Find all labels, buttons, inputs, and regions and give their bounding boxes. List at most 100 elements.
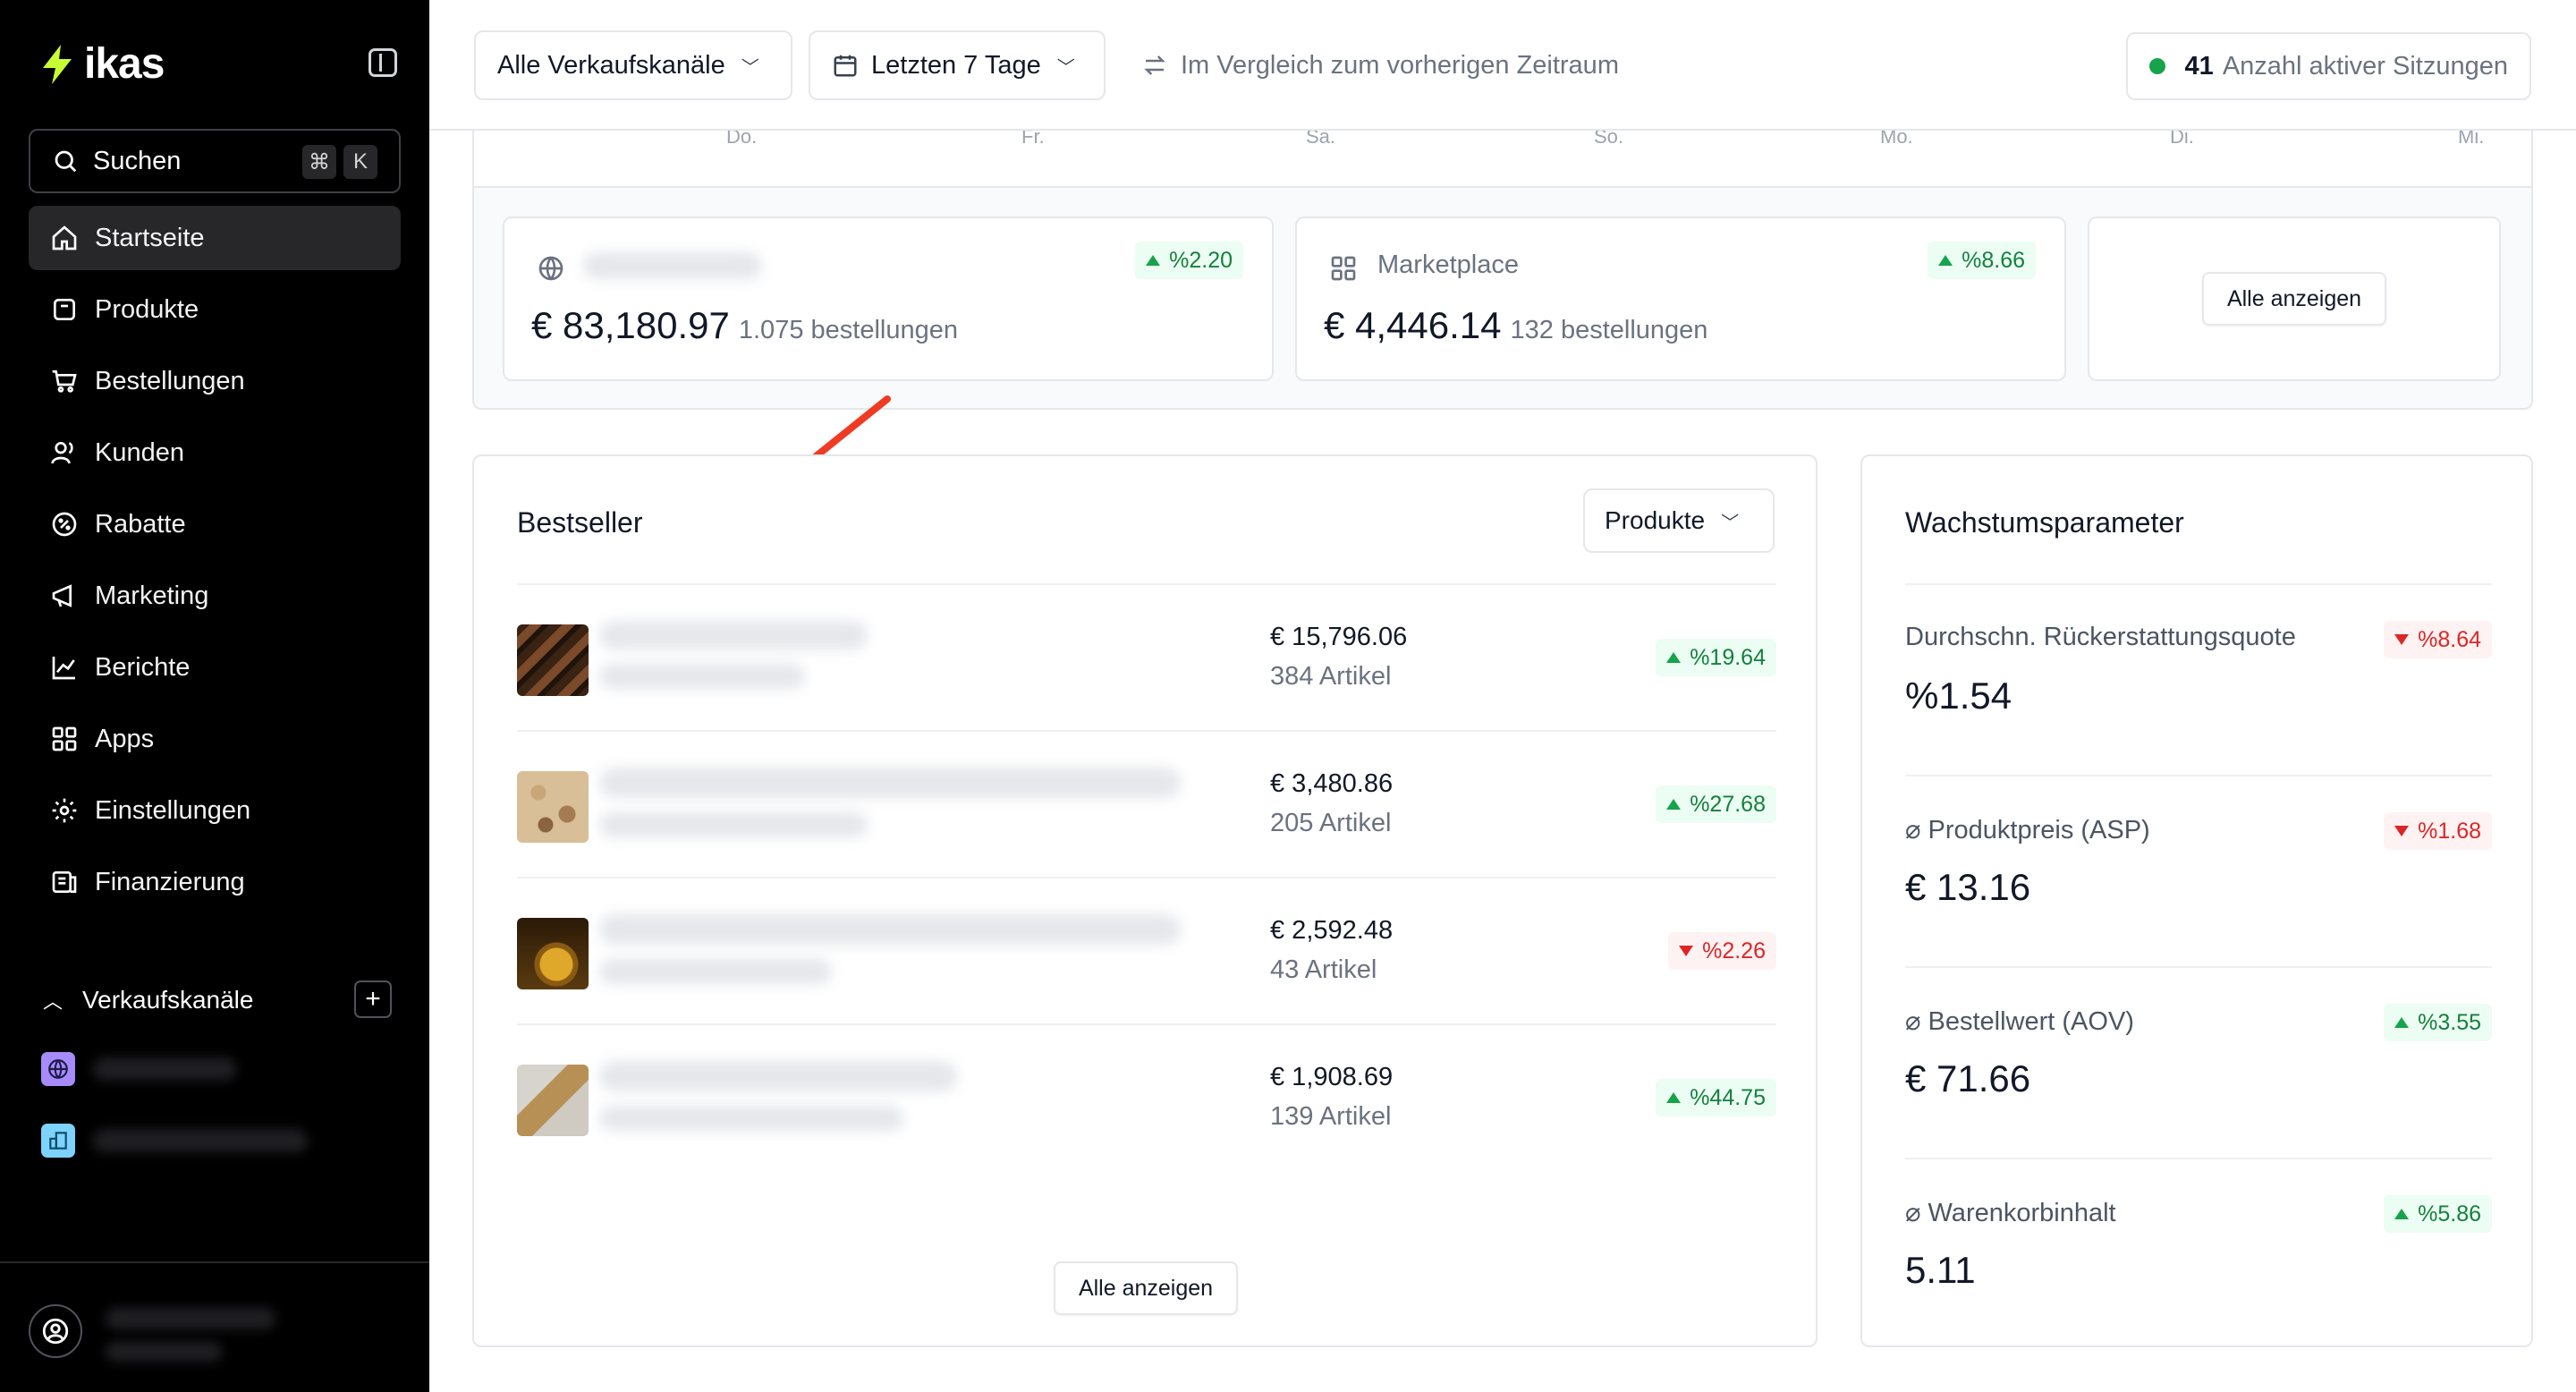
- search-button[interactable]: Suchen ⌘ K: [29, 129, 401, 193]
- chart-axis-strip: Do. Fr. Sa. So. Mo. Di. Mi.: [474, 125, 2531, 188]
- globe-icon: [535, 252, 567, 284]
- sessions-count: 41: [2184, 51, 2214, 81]
- add-channel-button[interactable]: +: [354, 980, 392, 1018]
- change-value: %2.20: [1169, 247, 1233, 273]
- change-value: %8.66: [1962, 247, 2025, 273]
- metric-value: € 13.16: [1905, 866, 2031, 908]
- sidebar-item-label: Startseite: [95, 223, 205, 252]
- search-icon: [55, 150, 77, 173]
- metric-name: ⌀ Produktpreis (ASP): [1905, 816, 2150, 845]
- grid-icon: [1327, 252, 1360, 284]
- blurred-product-variant: [599, 812, 868, 837]
- table-row[interactable]: € 15,796.06 384 Artikel %19.64: [517, 583, 1776, 730]
- metric-value: %1.54: [1905, 675, 2012, 717]
- change-value: %19.64: [1690, 644, 1766, 670]
- sidebar-item-einstellungen[interactable]: Einstellungen: [29, 778, 401, 843]
- swap-arrows-icon: [1144, 55, 1165, 75]
- sidebar-item-label: Kunden: [95, 437, 184, 467]
- show-all-channels-button[interactable]: Alle anzeigen: [2202, 272, 2386, 326]
- date-range-select[interactable]: Letzten 7 Tage ﹀: [809, 30, 1106, 100]
- trend-down-icon: [2394, 826, 2410, 836]
- blurred-product-name: [599, 914, 1181, 945]
- sidebar: ikas Suchen ⌘ K Startseite Produkte Best…: [0, 0, 429, 1392]
- user-menu[interactable]: [0, 1261, 429, 1392]
- blurred-user-email: [106, 1342, 222, 1362]
- channel-select[interactable]: Alle Verkaufskanäle ﹀: [474, 30, 792, 100]
- row-price: € 1,908.69: [1270, 1063, 1394, 1091]
- row-quantity: 384 Artikel: [1270, 662, 1392, 691]
- chevron-up-icon: ︿: [43, 990, 64, 1013]
- package-icon: [54, 299, 75, 320]
- change-value: %8.64: [2418, 626, 2481, 652]
- sidebar-item-marketing[interactable]: Marketing: [29, 564, 401, 628]
- metric-value: € 71.66: [1905, 1057, 2031, 1099]
- metric-name: ⌀ Bestellwert (AOV): [1905, 1007, 2134, 1036]
- trend-up-icon: [2394, 1017, 2410, 1028]
- sidebar-item-produkte[interactable]: Produkte: [29, 277, 401, 342]
- blurred-product-name: [599, 768, 1181, 798]
- sidebar-collapse-icon[interactable]: [369, 48, 397, 77]
- show-all-card: Alle anzeigen: [2088, 216, 2501, 381]
- channel-revenue: € 83,180.97 1.075 bestellungen: [531, 304, 958, 347]
- top-filter-bar: Alle Verkaufskanäle ﹀ Letzten 7 Tage ﹀ I…: [429, 0, 2576, 131]
- sidebar-item-berichte[interactable]: Berichte: [29, 635, 401, 700]
- channel-card-marketplace[interactable]: Marketplace %8.66 € 4,446.14 132 bestellu…: [1295, 216, 2066, 381]
- blurred-product-variant: [599, 1106, 903, 1131]
- compare-toggle[interactable]: Im Vergleich zum vorherigen Zeitraum: [1141, 30, 1619, 100]
- product-thumbnail: [517, 918, 589, 989]
- sales-channels-header[interactable]: ︿ Verkaufskanäle +: [43, 979, 392, 1022]
- channel-item[interactable]: [41, 1052, 236, 1086]
- channel-item[interactable]: [41, 1124, 308, 1158]
- sidebar-item-startseite[interactable]: Startseite: [29, 206, 401, 270]
- compare-label: Im Vergleich zum vorherigen Zeitraum: [1181, 50, 1619, 80]
- table-row[interactable]: € 1,908.69 139 Artikel %44.75: [517, 1023, 1776, 1170]
- main-content: Alle Verkaufskanäle ﹀ Letzten 7 Tage ﹀ I…: [429, 0, 2576, 1392]
- row-price: € 15,796.06: [1270, 623, 1408, 651]
- product-thumbnail: [517, 624, 589, 696]
- blurred-product-variant: [599, 664, 805, 689]
- chevron-down-icon: ﹀: [1056, 57, 1075, 78]
- blurred-channel-name: [583, 252, 762, 279]
- metric-name: Durchschn. Rückerstattungsquote: [1905, 623, 2296, 651]
- bestseller-filter-select[interactable]: Produkte ﹀: [1583, 488, 1775, 553]
- grid-icon: [52, 726, 77, 751]
- change-badge: %2.20: [1135, 242, 1243, 279]
- percent-icon: [52, 512, 77, 537]
- channel-name: Marketplace: [1377, 250, 1519, 279]
- sidebar-item-apps[interactable]: Apps: [29, 707, 401, 771]
- search-label: Suchen: [93, 146, 182, 175]
- orders-count: 132 bestellungen: [1510, 316, 1708, 344]
- gear-icon: [52, 798, 77, 823]
- change-value: %2.26: [1702, 938, 1766, 963]
- metric-basket-size: ⌀ Warenkorbinhalt 5.11 %5.86: [1905, 1158, 2492, 1349]
- globe-icon: [41, 1052, 75, 1086]
- show-all-bestsellers-button[interactable]: Alle anzeigen: [1054, 1261, 1238, 1315]
- sidebar-item-finanzierung[interactable]: Finanzierung: [29, 850, 401, 914]
- active-sessions-badge[interactable]: 41 Anzahl aktiver Sitzungen: [2125, 32, 2531, 100]
- row-quantity: 139 Artikel: [1270, 1102, 1392, 1131]
- table-row[interactable]: € 2,592.48 43 Artikel %2.26: [517, 877, 1776, 1023]
- sidebar-nav: Startseite Produkte Bestellungen Kunden …: [29, 206, 401, 921]
- orders-count: 1.075 bestellungen: [738, 316, 958, 344]
- metric-value: 5.11: [1905, 1249, 1976, 1291]
- change-badge: %1.68: [2384, 812, 2492, 850]
- logo[interactable]: ikas: [39, 39, 165, 89]
- growth-title: Wachstumsparameter: [1905, 506, 2184, 539]
- trend-down-icon: [1679, 946, 1694, 956]
- change-badge: %2.26: [1668, 932, 1776, 970]
- change-badge: %27.68: [1656, 785, 1776, 823]
- metric-name: ⌀ Warenkorbinhalt: [1905, 1199, 2116, 1227]
- date-range-label: Letzten 7 Tage: [871, 50, 1041, 80]
- chevron-down-icon: ﹀: [1721, 513, 1740, 533]
- sidebar-item-bestellungen[interactable]: Bestellungen: [29, 349, 401, 413]
- sidebar-item-kunden[interactable]: Kunden: [29, 420, 401, 485]
- sidebar-item-rabatte[interactable]: Rabatte: [29, 492, 401, 556]
- channel-card-webshop[interactable]: %2.20 € 83,180.97 1.075 bestellungen: [503, 216, 1274, 381]
- building-icon: [41, 1124, 75, 1158]
- filter-label: Produkte: [1605, 506, 1706, 534]
- blurred-product-name: [599, 621, 868, 649]
- logo-text: ikas: [84, 40, 165, 88]
- table-row[interactable]: € 3,480.86 205 Artikel %27.68: [517, 730, 1776, 877]
- trend-up-icon: [1938, 255, 1953, 266]
- trend-up-icon: [2394, 1209, 2410, 1219]
